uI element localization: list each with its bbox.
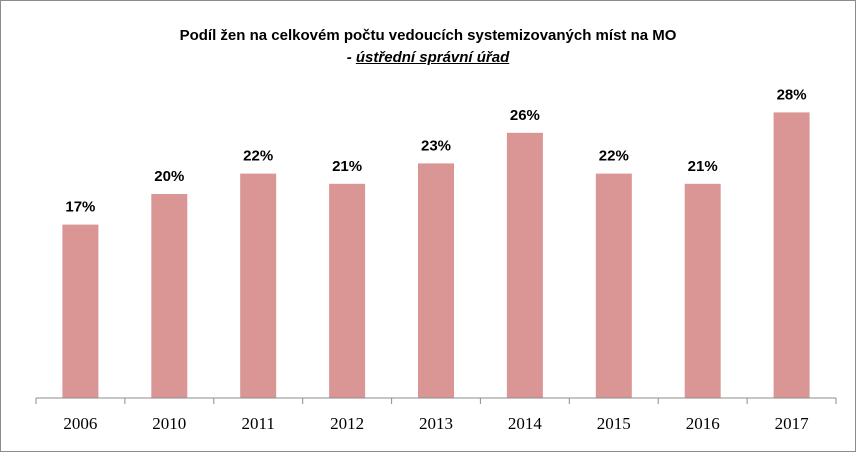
bar-2014 <box>506 132 543 399</box>
bar-2015 <box>595 173 632 398</box>
bar-2017 <box>773 112 810 399</box>
bar-2006 <box>62 224 99 398</box>
data-label-2014: 26% <box>510 107 540 124</box>
chart-subtitle-prefix: - <box>346 49 356 66</box>
x-tick-label-2015: 2015 <box>597 414 631 433</box>
data-label-2013: 23% <box>421 137 451 154</box>
data-label-2016: 21% <box>688 158 718 175</box>
data-label-2017: 28% <box>777 86 807 103</box>
bar-2010 <box>151 194 188 398</box>
x-tick-label-2012: 2012 <box>330 414 364 433</box>
bar-2016 <box>684 183 721 398</box>
bar-2013 <box>418 163 454 398</box>
data-label-2011: 22% <box>243 148 273 165</box>
x-tick-label-2013: 2013 <box>419 414 453 433</box>
x-tick-label-2010: 2010 <box>152 414 186 433</box>
data-label-2012: 21% <box>332 158 362 175</box>
data-label-2006: 17% <box>65 199 95 216</box>
x-tick-label-2011: 2011 <box>242 414 275 433</box>
data-label-2015: 22% <box>599 148 629 165</box>
bar-2012 <box>329 183 366 398</box>
x-tick-label-2014: 2014 <box>508 414 543 433</box>
x-tick-label-2016: 2016 <box>686 414 720 433</box>
data-label-2010: 20% <box>154 168 184 185</box>
x-tick-label-2017: 2017 <box>775 414 810 433</box>
chart-subtitle-text: ústřední správní úřad <box>355 49 510 66</box>
chart-subtitle: - ústřední správní úřad <box>0 48 856 68</box>
bar-2011 <box>240 173 277 398</box>
x-tick-label-2006: 2006 <box>63 414 97 433</box>
chart-title: Podíl žen na celkovém počtu vedoucích sy… <box>179 27 677 44</box>
